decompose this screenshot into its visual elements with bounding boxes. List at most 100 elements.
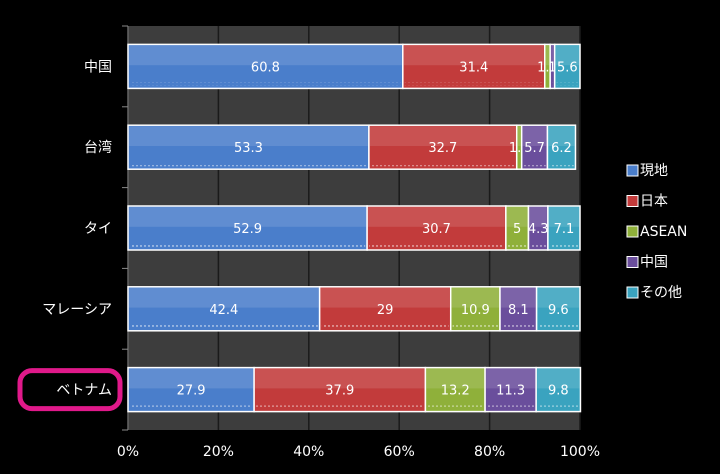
bar-sheen xyxy=(129,45,402,66)
category-label: ベトナム xyxy=(56,383,112,399)
bar-dots xyxy=(404,82,543,86)
bar-sheen xyxy=(500,287,536,308)
legend-swatch xyxy=(626,195,639,207)
legend-label: 日本 xyxy=(640,194,668,210)
bar-sheen xyxy=(555,45,579,66)
x-tick-label: 80% xyxy=(474,444,505,460)
bar-dots xyxy=(427,405,484,409)
bar-sheen xyxy=(537,287,579,308)
bar-dots xyxy=(538,324,578,328)
highlight-box xyxy=(17,368,123,412)
bar-dots xyxy=(369,244,504,247)
bar-rect xyxy=(127,286,321,332)
bar-segment: 60.8 xyxy=(127,43,404,90)
bar-sheen xyxy=(426,368,485,389)
data-label: 42.4 xyxy=(209,303,238,318)
bar-rect xyxy=(535,286,581,332)
data-label: 5.7 xyxy=(524,141,545,156)
data-label: 60.8 xyxy=(251,60,280,75)
legend-item: ASEAN xyxy=(626,224,687,240)
bar-segment: 37.9 xyxy=(253,366,427,413)
data-label: 1 xyxy=(548,60,556,75)
bar-sheen xyxy=(451,287,499,308)
bar-dots xyxy=(452,324,498,328)
data-label: 30.7 xyxy=(422,222,451,237)
bar-dots xyxy=(321,324,449,328)
data-label: 7.1 xyxy=(554,222,575,237)
bar-rect xyxy=(318,286,452,332)
data-label: 5.6 xyxy=(557,60,578,75)
data-label: 52.9 xyxy=(233,222,262,237)
bar-rect xyxy=(127,43,404,90)
bar-sheen xyxy=(255,368,425,389)
legend-label: 現地 xyxy=(640,163,668,179)
category-label: マレーシア xyxy=(42,302,112,318)
bar-sheen xyxy=(545,45,550,66)
bar-segment: 5 xyxy=(505,205,530,251)
category-label: タイ xyxy=(84,221,112,237)
legend-label: ASEAN xyxy=(640,224,687,240)
bar-dots xyxy=(546,82,549,86)
x-tick-label: 40% xyxy=(293,444,324,460)
bar-segment: 8.1 xyxy=(499,286,538,332)
bar-dots xyxy=(530,244,546,247)
x-tick-label: 0% xyxy=(117,444,139,460)
bar-rect xyxy=(127,124,370,170)
bar-sheen xyxy=(129,207,367,227)
bar-segment: 4.3 xyxy=(527,205,549,251)
legend-label: 中国 xyxy=(640,255,668,271)
bar-segment: 53.3 xyxy=(127,124,370,170)
legend-item: 現地 xyxy=(626,163,668,179)
bar-segment: 5.7 xyxy=(520,124,549,170)
data-label: 29 xyxy=(377,303,394,318)
bar-dots xyxy=(518,163,520,167)
bar-segment: 9.6 xyxy=(535,286,581,332)
bar-sheen xyxy=(369,126,516,146)
bar-sheen xyxy=(529,207,547,227)
bar-sheen xyxy=(486,368,536,389)
bar-sheen xyxy=(551,45,554,66)
legend-swatch xyxy=(626,164,639,177)
bar-sheen xyxy=(548,207,579,227)
bar-rect xyxy=(253,366,427,413)
bar-segment: 30.7 xyxy=(366,205,507,251)
bar-dots xyxy=(507,244,527,247)
bar-dots xyxy=(549,244,578,247)
legend-item: その他 xyxy=(626,285,682,301)
x-tick-label: 60% xyxy=(384,444,415,460)
data-label: 31.4 xyxy=(459,60,488,75)
bar-dots xyxy=(538,405,579,409)
bar-segment: 31.4 xyxy=(402,43,546,90)
bar-dots xyxy=(130,163,367,167)
bar-segment: 6.2 xyxy=(546,124,577,170)
data-label: 11.3 xyxy=(496,384,525,399)
data-label: 27.9 xyxy=(177,384,206,399)
bar-dots xyxy=(549,163,574,167)
x-axis-tick-labels: 0% 20% 40% 60% 80% 100% xyxy=(117,444,600,460)
data-label: 6.2 xyxy=(551,141,572,156)
bar-rect xyxy=(449,286,501,332)
bar-sheen xyxy=(522,126,547,146)
data-label: 4.3 xyxy=(528,222,549,237)
bar-sheen xyxy=(129,287,319,308)
bars: 60.8 31.4 1.21 5.653.3 32.7 1.15.7 6.252.9 30.7… xyxy=(127,43,582,413)
data-label: 5 xyxy=(513,222,521,237)
category-label: 中国 xyxy=(84,59,112,75)
data-label: 37.9 xyxy=(325,384,354,399)
bar-segment: 9.8 xyxy=(535,366,582,413)
bar-rect xyxy=(366,205,507,251)
bar-sheen xyxy=(368,207,505,227)
data-label: 13.2 xyxy=(441,384,470,399)
bar-dots xyxy=(556,82,578,86)
bar-sheen xyxy=(129,368,254,389)
bar-rect xyxy=(547,205,581,251)
bar-sheen xyxy=(403,45,544,66)
data-label: 32.7 xyxy=(428,141,457,156)
data-label: 10.9 xyxy=(461,303,490,318)
bar-dots xyxy=(256,405,424,409)
bar-segment: 52.9 xyxy=(127,205,368,251)
bar-sheen xyxy=(320,287,450,308)
bar-rect xyxy=(546,124,577,170)
